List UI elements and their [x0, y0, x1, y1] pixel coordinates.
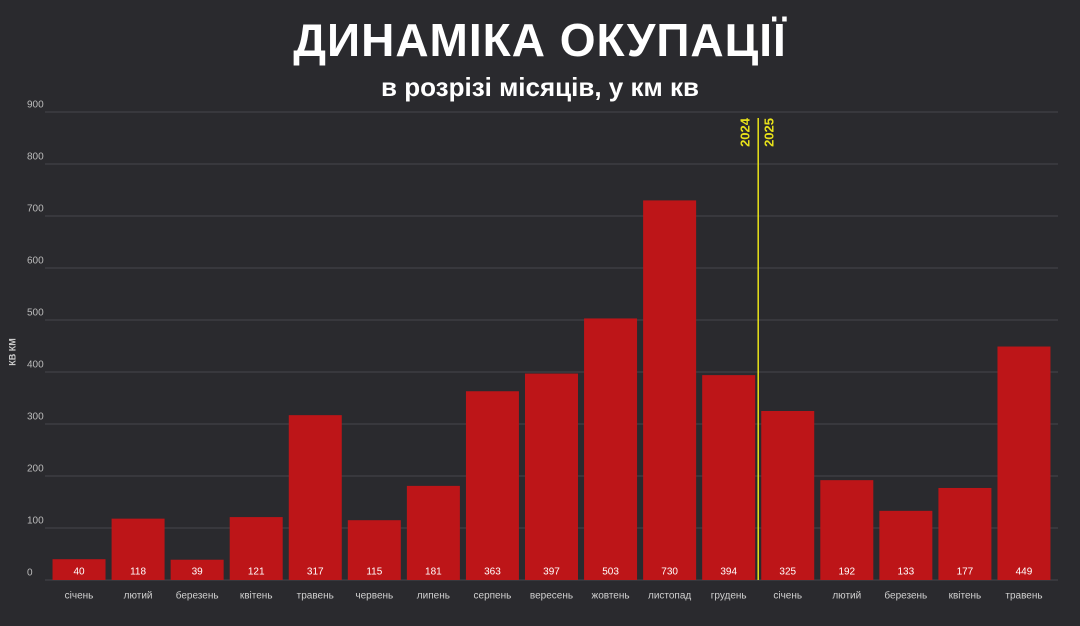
- chart-subtitle: в розрізі місяців, у км кв: [381, 72, 699, 102]
- x-tick-label: лютий: [124, 591, 153, 602]
- value-label: 39: [192, 567, 204, 578]
- bar: [465, 391, 519, 580]
- x-tick-label: вересень: [530, 591, 573, 602]
- y-tick-label: 400: [27, 360, 44, 371]
- y-tick-label: 900: [27, 100, 44, 111]
- bar: [997, 346, 1051, 580]
- bar: [938, 487, 992, 580]
- bar: [525, 373, 578, 580]
- x-tick-label: квітень: [240, 591, 273, 602]
- year-label: 2025: [762, 118, 777, 147]
- y-axis-label: КВ КМ: [7, 338, 17, 365]
- x-tick-label: червень: [355, 591, 393, 602]
- x-tick-label: травень: [297, 591, 334, 602]
- value-label: 192: [838, 567, 855, 578]
- bar: [170, 559, 224, 580]
- bar: [584, 318, 638, 580]
- x-tick-label: грудень: [711, 591, 747, 602]
- value-label: 397: [543, 567, 560, 578]
- x-tick-label: липень: [417, 591, 450, 602]
- value-label: 730: [661, 567, 678, 578]
- y-tick-label: 300: [27, 412, 44, 423]
- x-tick-label: січень: [65, 591, 94, 602]
- value-label: 325: [779, 567, 796, 578]
- value-label: 181: [425, 567, 442, 578]
- y-tick-label: 600: [27, 256, 44, 267]
- bar: [52, 559, 106, 580]
- value-label: 503: [602, 567, 619, 578]
- value-label: 115: [366, 567, 382, 578]
- x-tick-label: березень: [884, 590, 927, 602]
- value-label: 133: [898, 567, 915, 578]
- value-label: 121: [248, 567, 265, 578]
- value-label: 118: [130, 567, 146, 578]
- value-label: 363: [484, 567, 501, 578]
- bar: [406, 485, 460, 580]
- x-tick-label: серпень: [474, 591, 512, 602]
- value-label: 394: [720, 567, 737, 578]
- x-tick-label: жовтень: [592, 591, 630, 602]
- x-tick-label: квітень: [949, 591, 982, 602]
- x-tick-label: травень: [1005, 591, 1042, 602]
- x-tick-label: березень: [176, 590, 219, 602]
- bar: [229, 517, 283, 580]
- bar: [347, 520, 401, 580]
- year-label: 2024: [738, 117, 753, 147]
- bar: [702, 375, 756, 580]
- value-label: 177: [957, 567, 974, 578]
- x-tick-label: листопад: [648, 591, 691, 602]
- x-tick-label: лютий: [832, 591, 861, 602]
- bar: [820, 480, 874, 580]
- bar: [761, 411, 815, 580]
- bar: [111, 518, 165, 580]
- value-label: 317: [307, 567, 324, 578]
- value-label: 449: [1016, 567, 1033, 578]
- y-tick-label: 0: [27, 568, 33, 579]
- y-tick-label: 100: [27, 516, 44, 527]
- y-tick-label: 500: [27, 308, 44, 319]
- bar: [288, 415, 342, 580]
- chart-title: ДИНАМІКА ОКУПАЦІЇ: [293, 14, 787, 66]
- y-tick-label: 700: [27, 204, 44, 215]
- y-tick-label: 200: [27, 464, 44, 475]
- bar: [643, 200, 697, 580]
- value-label: 40: [73, 567, 85, 578]
- y-tick-label: 800: [27, 152, 44, 163]
- x-tick-label: січень: [773, 591, 802, 602]
- bar: [879, 510, 933, 580]
